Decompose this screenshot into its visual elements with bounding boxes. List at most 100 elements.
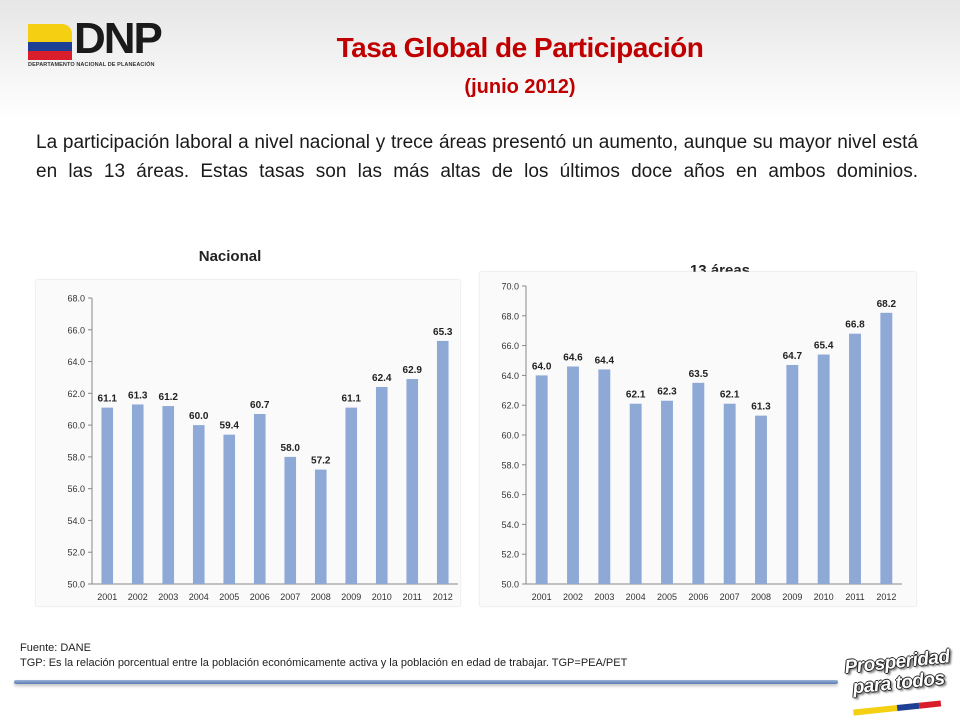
x-tick-label: 2002 <box>128 592 148 602</box>
data-label: 64.6 <box>563 352 583 363</box>
y-tick-label: 56.0 <box>67 484 85 494</box>
y-tick-label: 62.0 <box>67 389 85 399</box>
bar <box>253 413 266 584</box>
bar <box>723 403 736 584</box>
bar <box>598 369 611 584</box>
x-tick-label: 2008 <box>751 592 771 602</box>
x-tick-label: 2011 <box>845 592 864 602</box>
bar <box>817 354 830 584</box>
bar <box>535 375 548 584</box>
x-tick-label: 2009 <box>782 592 802 602</box>
x-tick-label: 2001 <box>97 592 117 602</box>
x-tick-label: 2011 <box>403 592 422 602</box>
data-label: 58.0 <box>281 443 301 454</box>
y-tick-label: 54.0 <box>67 516 85 526</box>
bar <box>755 415 767 584</box>
bar <box>314 469 327 584</box>
data-label: 61.2 <box>159 392 179 403</box>
bar-chart-13-areas: 50.0 52.0 54.0 56.0 58.0 60.0 62.0 64.0 66.0 68.0… <box>501 282 902 602</box>
y-tick-label: 64.0 <box>67 357 85 367</box>
y-tick-label: 70.0 <box>501 282 519 292</box>
data-label: 64.7 <box>783 351 803 362</box>
bar <box>880 312 893 584</box>
data-label: 62.1 <box>720 390 740 401</box>
dnp-logo: DNP DEPARTAMENTO NACIONAL DE PLANEACIÓN <box>28 14 188 72</box>
data-label: 62.9 <box>403 365 423 376</box>
x-tick-label: 2007 <box>280 592 300 602</box>
bar <box>284 456 297 584</box>
x-tick-label: 2001 <box>532 592 552 602</box>
y-tick-label: 66.0 <box>501 341 519 351</box>
logo-text: DNP <box>74 14 163 63</box>
source-note: Fuente: DANE <box>20 642 91 654</box>
bar <box>345 407 358 584</box>
y-tick-label: 62.0 <box>501 401 519 411</box>
y-tick-label: 64.0 <box>501 371 519 381</box>
bar <box>629 403 642 584</box>
y-tick-label: 58.0 <box>67 452 85 462</box>
header-background <box>0 0 960 120</box>
y-tick-label: 66.0 <box>67 325 85 335</box>
summary-paragraph: La participación laboral a nivel naciona… <box>36 132 918 182</box>
x-tick-label: 2010 <box>814 592 834 602</box>
chart-nacional: 50.0 52.0 54.0 56.0 58.0 60.0 62.0 64.0 66.0 68.0… <box>36 280 460 606</box>
x-tick-label: 2004 <box>189 592 209 602</box>
bar <box>406 379 419 584</box>
data-label: 61.3 <box>128 390 148 401</box>
x-tick-label: 2004 <box>626 592 646 602</box>
data-label: 68.2 <box>877 299 897 310</box>
definition-note: TGP: Es la relación porcentual entre la … <box>20 657 628 669</box>
chart-13-areas: 50.0 52.0 54.0 56.0 58.0 60.0 62.0 64.0 66.0 68.0… <box>480 272 916 606</box>
data-label: 62.1 <box>626 390 646 401</box>
y-tick-label: 54.0 <box>501 520 519 530</box>
y-tick-label: 50.0 <box>67 580 85 590</box>
y-tick-label: 60.0 <box>67 421 85 431</box>
data-label: 61.1 <box>342 394 362 405</box>
bar <box>162 406 175 584</box>
bar <box>131 404 144 584</box>
x-tick-label: 2010 <box>372 592 392 602</box>
data-label: 61.3 <box>751 402 771 413</box>
bar <box>192 425 205 584</box>
x-tick-label: 2005 <box>219 592 239 602</box>
x-tick-label: 2003 <box>594 592 614 602</box>
chart-title-nacional: Nacional <box>198 248 262 265</box>
y-tick-label: 56.0 <box>501 490 519 500</box>
bar <box>101 407 114 584</box>
data-label: 63.5 <box>689 369 709 380</box>
x-tick-label: 2006 <box>688 592 708 602</box>
data-label: 66.8 <box>845 320 865 331</box>
data-label: 64.0 <box>532 361 552 372</box>
x-tick-label: 2003 <box>158 592 178 602</box>
data-label: 61.1 <box>98 394 118 405</box>
page-title: Tasa Global de Participación <box>336 32 704 63</box>
bar <box>661 400 673 584</box>
logo-subtitle: DEPARTAMENTO NACIONAL DE PLANEACIÓN <box>28 62 155 68</box>
data-label: 64.4 <box>595 355 615 366</box>
prosperidad-para-todos-logo: Prosperidad para todos <box>844 646 951 716</box>
x-tick-label: 2002 <box>563 592 583 602</box>
bar <box>567 366 579 584</box>
page-subtitle: (junio 2012) <box>464 76 576 98</box>
data-label: 57.2 <box>311 456 331 467</box>
y-tick-label: 50.0 <box>501 580 519 590</box>
y-tick-label: 52.0 <box>67 548 85 558</box>
x-tick-label: 2012 <box>433 592 453 602</box>
data-label: 62.4 <box>372 373 392 384</box>
bar <box>692 382 705 584</box>
colombia-flag-icon <box>28 24 72 60</box>
y-tick-label: 68.0 <box>501 311 519 321</box>
bar <box>223 434 236 584</box>
data-label: 65.3 <box>433 327 453 338</box>
x-tick-label: 2007 <box>720 592 740 602</box>
x-tick-label: 2012 <box>876 592 896 602</box>
x-tick-label: 2008 <box>311 592 331 602</box>
data-label: 65.4 <box>814 341 834 352</box>
bar <box>375 386 388 584</box>
y-tick-label: 68.0 <box>67 294 85 304</box>
data-label: 59.4 <box>220 421 240 432</box>
bar <box>786 364 799 584</box>
data-label: 62.3 <box>657 387 677 398</box>
data-label: 60.0 <box>189 411 209 422</box>
y-tick-label: 60.0 <box>501 431 519 441</box>
